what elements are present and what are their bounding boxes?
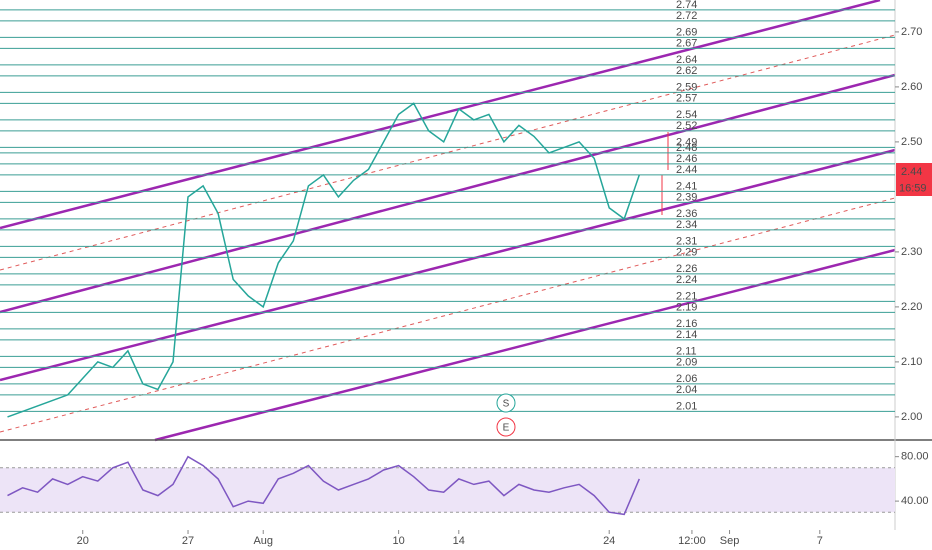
price-tag [896,163,932,180]
x-tick-label: 7 [817,535,823,547]
event-marker-label: E [503,423,510,434]
level-label: 2.09 [676,356,697,368]
series-line [7,102,641,418]
y-tick-label: 80.00 [901,451,929,463]
x-tick-label: 10 [392,535,404,547]
level-label: 2.11 [676,345,697,357]
level-label: 2.69 [676,26,697,38]
channel-line [154,248,896,442]
x-tick-label: Aug [253,535,273,547]
level-label: 2.67 [676,37,697,49]
level-label: 2.46 [676,153,697,165]
level-label: 2.64 [676,54,697,66]
x-tick-label: 24 [603,535,615,547]
price-tag-label: 2.44 [901,166,922,178]
level-label: 2.19 [676,301,697,313]
rsi-band [0,467,895,513]
mid-line [0,34,896,271]
level-label: 2.49 [676,136,697,148]
level-label: 2.44 [676,164,697,176]
x-tick-label: 12:00 [678,535,706,547]
level-label: 2.36 [676,208,697,220]
y-tick-label: 2.60 [901,81,922,93]
x-tick-label: 27 [182,535,194,547]
level-label: 2.59 [676,81,697,93]
level-label: 2.57 [676,92,697,104]
y-tick-label: 2.20 [901,301,922,313]
y-tick-label: 40.00 [901,495,929,507]
level-label: 2.62 [676,65,697,77]
level-label: 2.41 [676,180,697,192]
level-label: 2.74 [676,0,697,11]
level-label: 2.39 [676,191,697,203]
y-tick-label: 2.00 [901,411,922,423]
series-line [7,455,640,516]
y-tick-label: 2.10 [901,356,922,368]
level-label: 2.52 [676,120,697,132]
event-marker [496,417,516,437]
level-label: 2.04 [676,384,697,396]
level-label: 2.29 [676,246,697,258]
x-tick-label: Sep [720,535,740,547]
channel-line [0,73,896,314]
y-tick-label: 2.70 [901,26,922,38]
level-label: 2.34 [676,219,697,231]
mid-line [0,197,896,433]
x-tick-label: 14 [453,535,465,547]
countdown-tag [896,180,932,196]
level-label: 2.54 [676,109,697,121]
level-label: 2.72 [676,10,697,22]
y-tick-label: 2.50 [901,136,922,148]
event-marker-label: S [503,399,510,410]
level-label: 2.06 [676,373,697,385]
trendlines [0,0,932,530]
channel-line [0,148,896,382]
countdown-label: 16:59 [899,182,927,194]
x-tick-label: 20 [77,535,89,547]
level-label: 2.21 [676,290,697,302]
channel-line [0,0,881,230]
level-label: 2.24 [676,274,697,286]
y-tick-label: 2.30 [901,246,922,258]
level-label: 2.26 [676,263,697,275]
level-label: 2.01 [676,400,697,412]
event-marker [496,393,516,413]
level-label: 2.16 [676,318,697,330]
level-label: 2.48 [676,142,697,154]
level-label: 2.31 [676,235,697,247]
level-label: 2.14 [676,329,697,341]
